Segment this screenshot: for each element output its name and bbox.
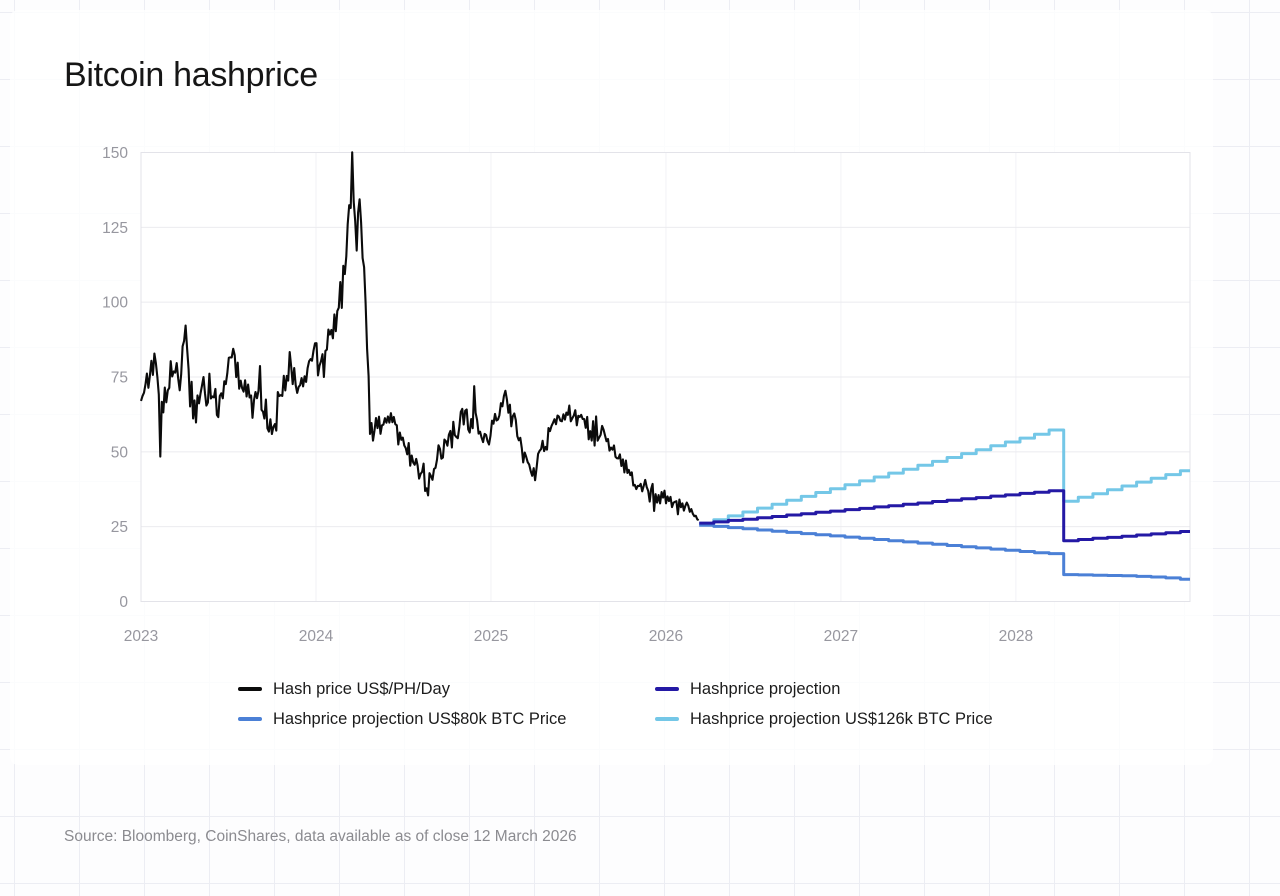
series-hashprice-projection	[699, 489, 1190, 543]
legend-item-hash-price: Hash price US$/PH/Day	[238, 678, 450, 700]
legend-swatch-projection	[655, 687, 679, 691]
legend-label-projection-80k: Hashprice projection US$80k BTC Price	[273, 709, 567, 728]
y-axis-tick-label: 75	[111, 370, 128, 387]
x-axis-tick-label: 2026	[649, 628, 683, 645]
y-axis-tick-label: 50	[111, 444, 129, 461]
series-hashprice-projection-us-80k-btc-price	[699, 523, 1190, 581]
x-axis-tick-label: 2027	[824, 628, 858, 645]
series-hash-price-us-ph-day	[139, 151, 700, 522]
legend-label-hash-price: Hash price US$/PH/Day	[273, 679, 450, 698]
legend-label-projection: Hashprice projection	[690, 679, 841, 698]
y-axis-tick-label: 125	[102, 220, 128, 237]
legend-swatch-projection-80k	[238, 717, 262, 721]
y-axis-tick-label: 100	[102, 295, 128, 312]
y-axis-tick-label: 0	[119, 594, 128, 611]
legend-label-projection-126k: Hashprice projection US$126k BTC Price	[690, 709, 993, 728]
x-axis-tick-label: 2028	[999, 628, 1033, 645]
series-hashprice-projection-us-126k-btc-price	[699, 428, 1190, 526]
legend-swatch-hash-price	[238, 687, 262, 691]
source-note: Source: Bloomberg, CoinShares, data avai…	[64, 828, 577, 845]
legend-item-projection-80k: Hashprice projection US$80k BTC Price	[238, 708, 566, 730]
legend-item-projection-126k: Hashprice projection US$126k BTC Price	[655, 708, 993, 730]
x-axis-tick-label: 2023	[124, 628, 158, 645]
y-axis-tick-label: 150	[102, 145, 128, 162]
legend-swatch-projection-126k	[655, 717, 679, 721]
page-title: Bitcoin hashprice	[64, 56, 318, 94]
x-axis-tick-label: 2024	[299, 628, 334, 645]
x-axis-tick-label: 2025	[474, 628, 508, 645]
legend-item-projection: Hashprice projection	[655, 678, 840, 700]
y-axis-tick-label: 25	[111, 519, 128, 536]
plot-border	[140, 152, 1191, 602]
